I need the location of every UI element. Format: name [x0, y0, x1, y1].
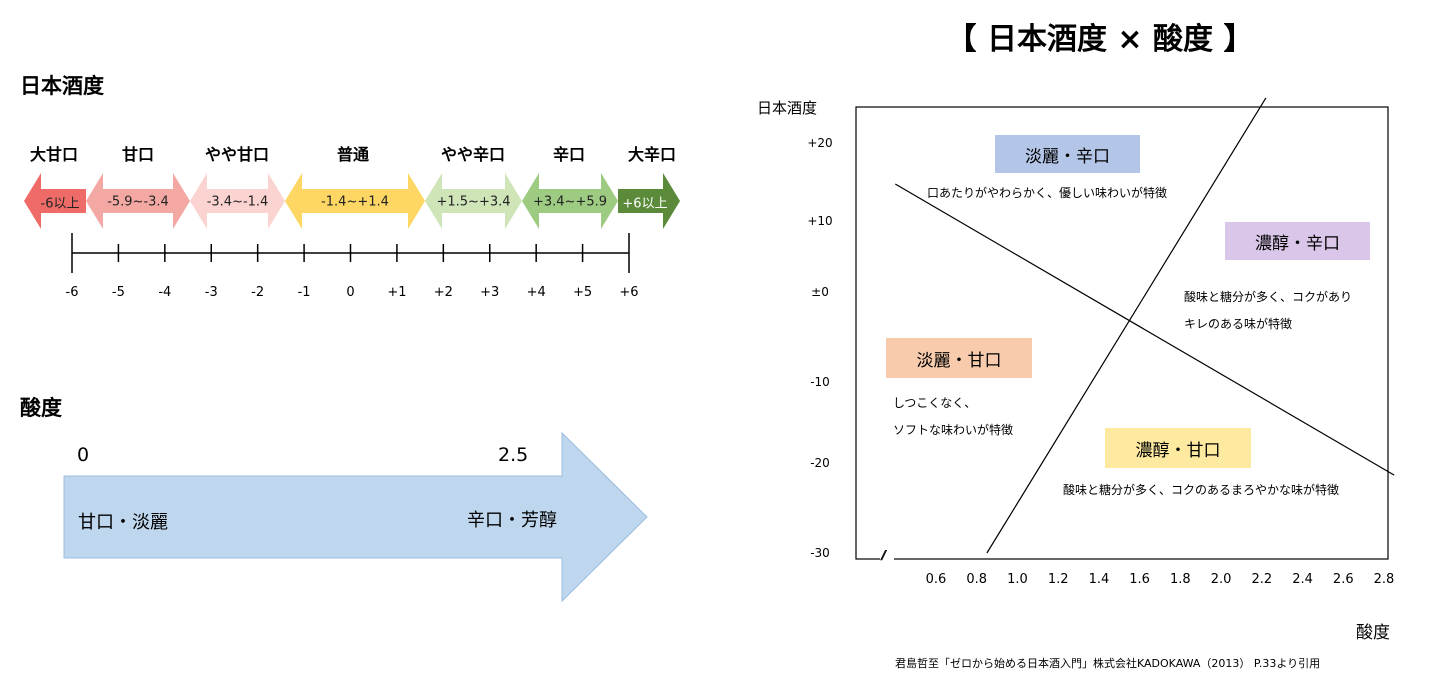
category-arrow: [86, 173, 190, 229]
scale-tick-label: -6: [65, 285, 79, 300]
y-axis-label: 日本酒度: [757, 99, 818, 117]
divider-line-descending: [894, 183, 1395, 476]
quadrant-desc-tanrei-karakuchi: 口あたりがやわらかく、優しい味わいが特徴: [927, 180, 1167, 207]
quadrant-desc-nojun-amakuchi: 酸味と糖分が多く、コクのあるまろやかな味が特徴: [1063, 477, 1339, 504]
acidity-end-value: 2.5: [498, 444, 529, 466]
category-label: やや辛口: [440, 145, 506, 164]
scale-tick-label: +1: [387, 285, 407, 300]
category-arrows: [24, 173, 680, 229]
desc-line: 酸味と糖分が多く、コクがあり: [1184, 290, 1353, 304]
x-tick-label: 1.2: [1047, 572, 1069, 587]
desc-line: ソフトな味わいが特徴: [893, 423, 1014, 437]
y-tick-label: +20: [807, 136, 833, 150]
category-range: -3.4~-1.4: [206, 194, 269, 210]
divider-line-ascending: [986, 97, 1267, 554]
category-range: -1.4~+1.4: [321, 194, 389, 210]
quadrant-desc-tanrei-amakuchi: しつこくなく、 ソフトな味わいが特徴: [893, 390, 1013, 444]
y-tick-label: +10: [807, 214, 833, 228]
scale-tick-label: -3: [204, 285, 218, 300]
category-arrow: [285, 173, 425, 229]
x-axis-label: 酸度: [1356, 623, 1390, 643]
chart-title: 【 日本酒度 × 酸度 】: [946, 22, 1254, 57]
scale-tick-label: -4: [158, 285, 172, 300]
quadrant-label: 淡麗・甘口: [916, 350, 1002, 371]
category-range: -5.9~-3.4: [107, 194, 169, 210]
chart-frame: [855, 106, 1389, 560]
quadrant-nojun-karakuchi: 濃醇・辛口: [1225, 222, 1370, 260]
y-tick-label: -30: [810, 546, 830, 560]
quadrant-tanrei-karakuchi: 淡麗・辛口: [995, 135, 1140, 173]
desc-line: 酸味と糖分が多く、コクのあるまろやかな味が特徴: [1063, 483, 1340, 497]
sake-meter-scale: [71, 233, 630, 273]
quadrant-tanrei-amakuchi: 淡麗・甘口: [886, 338, 1032, 378]
x-tick-label: 1.0: [1007, 572, 1028, 587]
y-tick-label: -10: [810, 375, 830, 389]
scale-tick-label: +5: [572, 285, 593, 300]
category-label: 普通: [336, 145, 370, 164]
acidity-title: 酸度: [20, 396, 62, 420]
scale-tick-label: 0: [346, 285, 355, 300]
x-tick-label: 0.6: [925, 572, 947, 587]
scale-tick-label: +4: [526, 285, 546, 300]
x-tick-label: 2.4: [1292, 572, 1313, 587]
acidity-high-label: 辛口・芳醇: [467, 510, 557, 531]
category-range: -6以上: [40, 196, 80, 212]
x-tick-label: 2.0: [1210, 572, 1232, 587]
axis-break-gap: [880, 549, 894, 567]
category-arrow: [24, 173, 86, 229]
scale-tick-label: +6: [619, 285, 639, 300]
desc-line: キレのある味が特徴: [1184, 317, 1293, 331]
sake-meter-title: 日本酒度: [20, 74, 104, 98]
category-arrow: [190, 173, 285, 229]
y-tick-label: -20: [810, 456, 830, 470]
citation: 君島哲至「ゼロから始める日本酒入門」株式会社KADOKAWA（2013） P.3…: [895, 657, 1321, 670]
y-tick-label: ±0: [811, 285, 829, 299]
x-tick-label: 1.4: [1088, 572, 1110, 587]
category-arrow: [522, 173, 618, 229]
x-tick-label: 1.6: [1129, 572, 1150, 587]
acidity-arrow-shape: [63, 431, 648, 603]
x-tick-label: 2.8: [1373, 572, 1395, 587]
quadrant-nojun-amakuchi: 濃醇・甘口: [1105, 428, 1251, 468]
acidity-low-label: 甘口・淡麗: [78, 512, 168, 533]
category-range: +3.4~+5.9: [532, 194, 608, 210]
category-range: +6以上: [622, 196, 668, 212]
category-arrow: [425, 173, 522, 229]
x-tick-label: 2.6: [1332, 572, 1354, 587]
acidity-arrow: [63, 431, 648, 603]
quadrant-desc-nojun-karakuchi: 酸味と糖分が多く、コクがあり キレのある味が特徴: [1184, 284, 1352, 338]
x-tick-label: 0.8: [966, 572, 988, 587]
category-range: +1.5~+3.4: [436, 194, 511, 210]
scale-tick-label: +2: [433, 285, 453, 300]
acidity-start-value: 0: [77, 444, 90, 466]
category-label: 甘口: [121, 145, 155, 164]
quadrant-label: 淡麗・辛口: [1025, 146, 1110, 167]
category-arrow: [618, 173, 680, 229]
scale-tick-label: -2: [251, 285, 265, 300]
category-label: やや甘口: [204, 145, 270, 164]
desc-line: しつこくなく、: [893, 396, 977, 410]
quadrant-label: 濃醇・辛口: [1255, 233, 1340, 254]
quadrant-label: 濃醇・甘口: [1135, 440, 1221, 461]
desc-line: 口あたりがやわらかく、優しい味わいが特徴: [927, 186, 1168, 200]
category-label: 大辛口: [627, 145, 677, 164]
x-tick-label: 2.2: [1251, 572, 1273, 587]
category-label: 大甘口: [29, 145, 79, 164]
category-label: 辛口: [552, 145, 586, 164]
axis-break-mark: //: [881, 548, 886, 562]
scale-tick-label: -5: [111, 285, 125, 300]
scale-tick-label: +3: [480, 285, 500, 300]
scale-tick-label: -1: [297, 285, 311, 300]
x-tick-label: 1.8: [1170, 572, 1191, 587]
